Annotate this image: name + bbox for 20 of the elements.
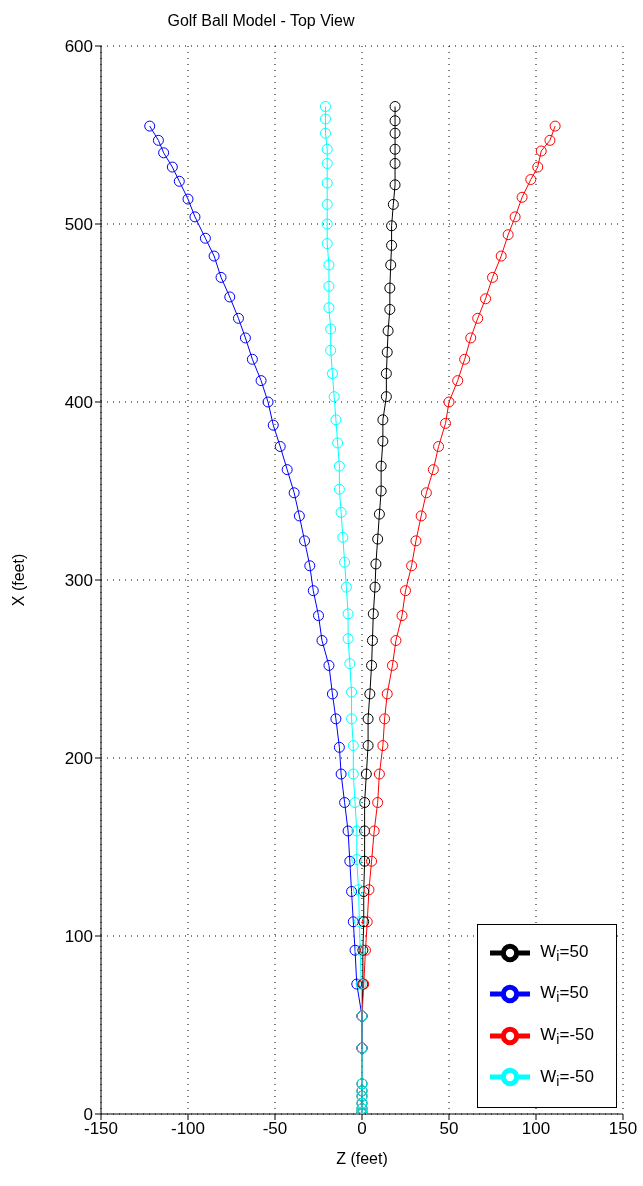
y-tick-label: 200 bbox=[64, 749, 93, 769]
x-tick-label: -150 bbox=[83, 1119, 119, 1139]
x-tick-label: -100 bbox=[170, 1119, 206, 1139]
legend-label: W$_{i}$=-50 bbox=[540, 1024, 594, 1048]
chart-title: Golf Ball Model - Top View bbox=[166, 12, 356, 30]
legend-label: W$_{i}$=-50 bbox=[540, 1066, 594, 1089]
y-tick-label: 300 bbox=[64, 571, 93, 591]
x-tick-label: -50 bbox=[262, 1119, 288, 1139]
legend-label: W$_{i}$=50 bbox=[540, 983, 589, 1006]
y-tick-label: 500 bbox=[64, 215, 93, 235]
x-tick-label: 100 bbox=[521, 1119, 551, 1139]
x-tick-label: 50 bbox=[439, 1119, 459, 1139]
x-tick-label: 0 bbox=[357, 1119, 367, 1139]
x-tick-label: 150 bbox=[608, 1119, 638, 1139]
x-axis-title: Z (feet) bbox=[336, 1150, 388, 1167]
y-tick-label: 600 bbox=[64, 37, 93, 57]
legend-label: W$_{i}$=50 bbox=[540, 941, 589, 965]
y-tick-label: 400 bbox=[64, 393, 93, 413]
y-axis-title: X (feet) bbox=[9, 553, 27, 607]
y-tick-label: 100 bbox=[64, 927, 93, 947]
